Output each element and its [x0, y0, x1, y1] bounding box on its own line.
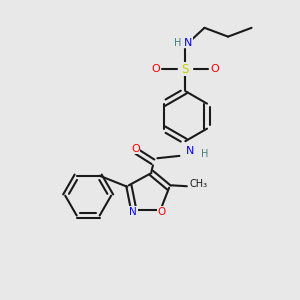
Text: O: O: [152, 64, 160, 74]
Text: S: S: [182, 62, 189, 76]
Text: O: O: [158, 207, 166, 217]
Text: N: N: [186, 146, 194, 157]
Text: H: H: [201, 149, 208, 159]
Text: O: O: [210, 64, 219, 74]
Text: H: H: [174, 38, 182, 47]
Text: O: O: [131, 143, 140, 154]
Text: CH₃: CH₃: [190, 179, 208, 189]
Text: N: N: [129, 207, 137, 217]
Text: N: N: [184, 38, 193, 47]
